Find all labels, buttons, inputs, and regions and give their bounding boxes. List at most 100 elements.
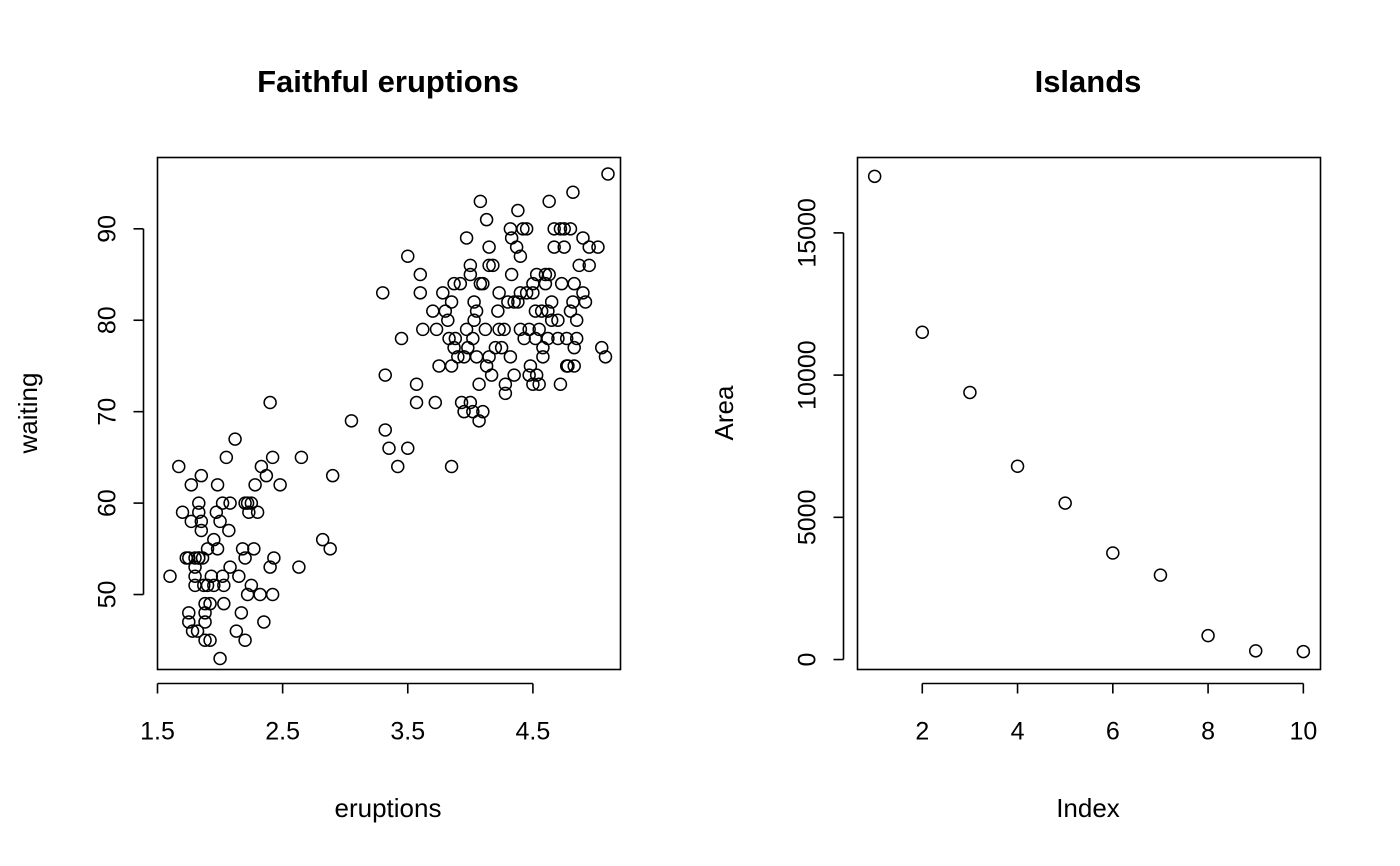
y-tick-label: 50 [94,581,122,609]
data-point [576,231,590,245]
data-point [378,423,392,437]
data-point [444,295,459,309]
data-point [438,304,453,318]
data-point [185,624,200,638]
data-point [325,468,340,483]
data-point [198,615,212,629]
data-point [265,450,280,465]
data-point [511,295,525,309]
data-point [522,368,536,382]
data-point [257,615,271,629]
data-point [448,331,463,346]
data-point [469,350,484,364]
data-point [601,167,615,181]
data-point [569,313,584,327]
data-point [494,340,509,355]
data-point [267,551,281,565]
data-point [598,350,613,364]
x-tick-label: 8 [1201,718,1215,746]
data-point [215,496,230,510]
data-point [553,377,568,391]
data-point [217,596,231,611]
y-axis-label: waiting [13,373,43,455]
data-point [561,359,575,373]
data-point [175,505,190,519]
data-point [229,624,244,638]
data-point [547,222,561,236]
y-tick-label: 90 [94,215,122,243]
data-point [432,359,446,373]
data-point [576,286,590,300]
data-point [1106,546,1120,560]
data-point [469,304,484,318]
data-point [248,478,262,492]
data-point [192,551,206,565]
data-point [213,514,227,529]
data-point [492,322,506,337]
data-point [192,496,206,510]
data-point [482,240,496,254]
x-tick-label: 4.5 [516,718,551,746]
x-axis-label: Index [1056,793,1120,823]
data-point [486,258,500,273]
data-point [254,459,269,474]
data-point [428,395,443,410]
data-point [578,295,593,309]
x-tick-label: 3.5 [390,718,425,746]
data-point [513,249,528,263]
data-point [244,578,259,593]
data-point [426,304,440,318]
data-point [538,276,553,291]
data-point [497,322,511,337]
data-point [484,368,499,382]
data-point [194,523,209,538]
data-point [192,505,206,519]
data-point [253,587,267,602]
data-point [1201,628,1215,643]
data-point [467,295,481,309]
data-point [447,276,461,291]
data-point [559,331,574,346]
data-point [240,496,255,510]
y-tick-label: 5000 [794,490,822,546]
data-point [566,185,580,199]
y-tick-label: 10000 [794,340,822,410]
data-point [488,340,503,355]
data-point [200,542,215,556]
data-point [203,633,217,647]
data-point [378,368,392,382]
data-point [567,359,581,373]
data-point [184,478,199,492]
data-point [482,258,496,273]
data-point [198,633,212,647]
data-point [459,231,474,245]
data-point [463,267,478,282]
data-point [188,551,202,565]
islands-panel: Islands Index Area 2 4 6 8 10 0 5000 10000 15000 [709,64,1322,823]
plot-frame [856,156,1322,671]
data-point [447,340,461,355]
data-point [217,578,231,593]
data-point [534,304,549,318]
data-point [519,286,534,300]
data-point [466,404,480,419]
data-point [197,578,211,593]
data-point [513,322,528,337]
data-point [463,258,478,273]
data-point [554,276,569,291]
faithful-panel: Faithful eruptions eruptions waiting 1.5… [13,64,622,823]
data-point [472,377,486,391]
data-point [182,606,196,620]
data-point [190,624,205,638]
data-point [213,651,227,666]
data-point [200,578,215,593]
y-tick-label: 80 [94,306,122,334]
data-point [915,325,930,340]
data-point [591,240,605,254]
data-point [498,386,513,401]
data-point [263,395,277,410]
data-point [429,322,444,337]
x-axis-label: eruptions [335,793,442,823]
data-point [478,322,493,337]
chart-title: Islands [1035,64,1142,99]
